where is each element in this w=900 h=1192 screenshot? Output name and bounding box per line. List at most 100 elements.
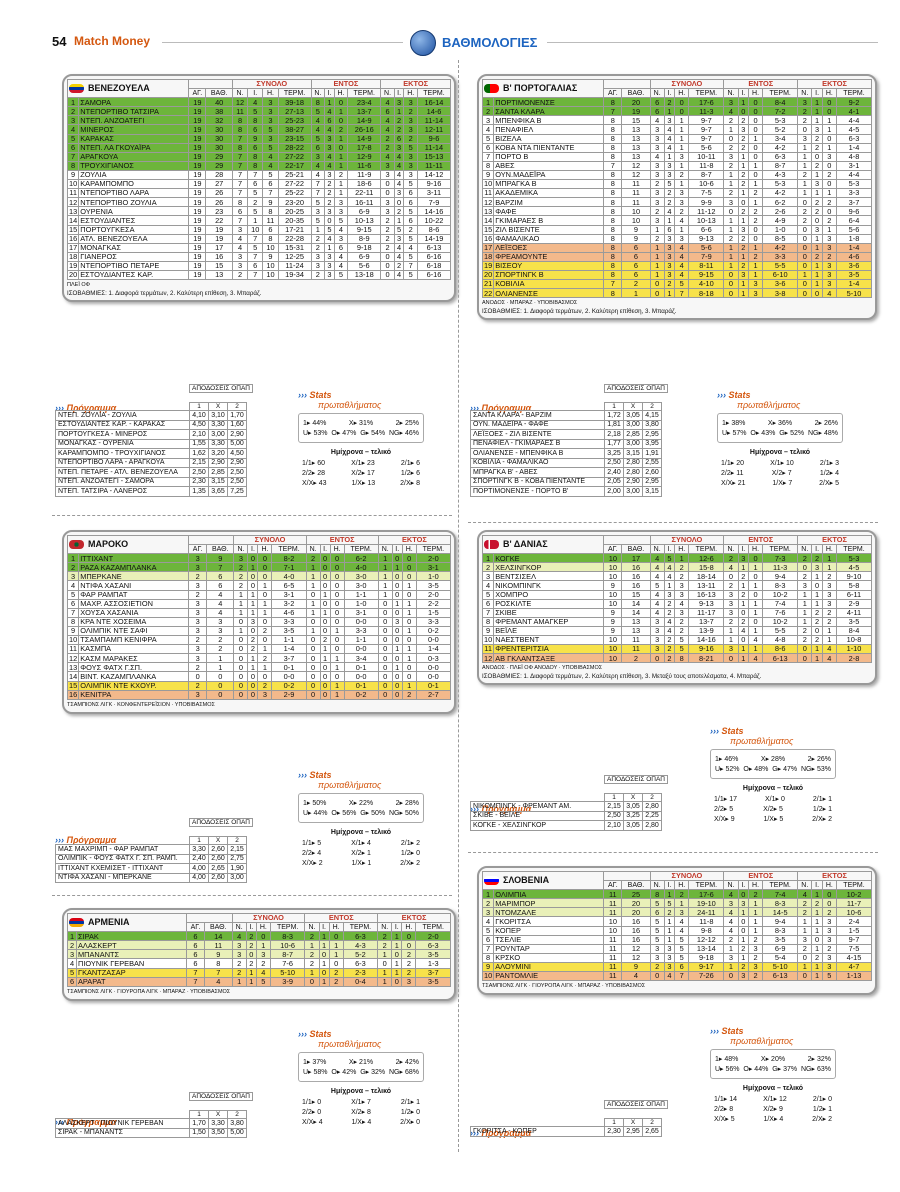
cell: 10 bbox=[603, 653, 623, 664]
cell: 0 bbox=[233, 635, 249, 646]
cell: 0 bbox=[329, 598, 345, 609]
odds-value: 1,70 bbox=[227, 410, 247, 421]
cell: 4 bbox=[649, 553, 665, 564]
odds-value: 4,00 bbox=[189, 872, 209, 883]
cell: 3 bbox=[821, 598, 838, 609]
group-header: ΣΥΝΟΛΟ bbox=[231, 78, 312, 90]
cell: 6 bbox=[247, 124, 264, 135]
team-name: ΤΣΑΜΠΑΜΠ ΚΕΝΙΦΡΑ bbox=[78, 635, 190, 646]
cell: 14 bbox=[621, 607, 651, 618]
odds-value: 1,77 bbox=[604, 438, 624, 449]
ht-ft-row: 2/2▸ 11 Χ/2▸ 7 1/2▸ 4 bbox=[721, 469, 839, 477]
team-name: ΒΙΖΕΛΑ bbox=[493, 133, 605, 144]
cell: 8-2 bbox=[271, 553, 307, 564]
table-row: 2 ΣΑΝΤΑ ΚΛΑΡΑ 7 19 6 1 0 11-3 4 0 0 7-2 2 1 0 4-1 bbox=[481, 106, 872, 117]
cell: 4 bbox=[393, 160, 405, 171]
cell: 4-2 bbox=[762, 242, 799, 253]
cell: 7 bbox=[203, 967, 233, 978]
cell: 0 bbox=[319, 598, 331, 609]
cell: 4 bbox=[649, 598, 665, 609]
cell: 3 bbox=[797, 97, 813, 108]
cell: 1 bbox=[401, 644, 417, 655]
cell: 10 bbox=[603, 644, 623, 655]
ht-ft-value: Χ/Χ▸ 5 bbox=[714, 1116, 735, 1123]
table-row: 1 ΚΟΓΚΕ 10 17 4 5 1 12-6 2 3 0 7-3 2 2 1 5-3 bbox=[481, 553, 872, 564]
group-header: ΣΥΝΟΛΟ bbox=[231, 912, 306, 924]
stat-value: Χ▸ 31% bbox=[348, 420, 374, 427]
match-row: ΣΠΟΡΤΙΝΓΚ Β - ΚΟΒΑ ΠΙΕΝΤΑΝΤΕ 2,05 2,90 2,95 bbox=[470, 476, 662, 487]
cell: 1-4 bbox=[836, 279, 872, 290]
cell: 1 bbox=[737, 580, 749, 591]
table-row: 1 ΠΟΡΤΙΜΟΝΕΝΣΕ 8 20 6 2 0 17-6 3 1 0 8-4 3 1 0 9-2 bbox=[481, 97, 872, 108]
stat-value: U▸ 56% bbox=[715, 1066, 740, 1073]
ht-ft-row: 1/1▸ 0 Χ/1▸ 7 2/1▸ 1 bbox=[302, 1098, 420, 1106]
cell: 4 bbox=[797, 889, 813, 900]
stats-block-armenia: ››› Stats πρωταθλήματος 1▸ 37% Χ▸ 21% 2▸ 42%… bbox=[298, 1030, 424, 1131]
match-row: ΟΥΝ. ΜΑΔΕΪΡΑ - ΦΑΦΕ 1,81 3,00 3,80 bbox=[470, 419, 662, 430]
cell: 5 bbox=[674, 943, 690, 954]
cell: 16 bbox=[621, 925, 651, 936]
odds-value: 2,95 bbox=[642, 429, 662, 440]
cell: 2 bbox=[821, 616, 838, 627]
cell: 1 bbox=[821, 553, 838, 564]
odds-value: 4,50 bbox=[227, 448, 247, 459]
league-title: ΑΡΜΕΝΙΑ bbox=[88, 917, 130, 928]
match-name: ΣΑΝΤΑ ΚΛΑΡΑ - ΒΑΡΖΙΜ bbox=[470, 410, 605, 421]
cell: 2 bbox=[821, 197, 838, 208]
odds-col: 2 bbox=[227, 1110, 247, 1119]
match-row: ΚΟΒΙΛΙΑ - ΦΑΜΑΛΙΚΑΟ 2,50 2,80 2,55 bbox=[470, 457, 662, 468]
cell: 0 bbox=[319, 625, 331, 637]
ht-ft-row: Χ/Χ▸ 2 1/Χ▸ 1 2/Χ▸ 2 bbox=[302, 859, 420, 867]
stat-value: 2▸ 25% bbox=[395, 420, 419, 427]
cell: 2 bbox=[233, 571, 249, 582]
match-name: ΟΥΝ. ΜΑΔΕΪΡΑ - ΦΑΦΕ bbox=[470, 419, 605, 430]
chevrons-icon: ››› bbox=[470, 403, 482, 413]
table-row: 10 ΜΠΡΑΓΚΑ Β 8 11 2 5 1 10-6 1 2 1 5-3 1 3 0 5-3 bbox=[481, 179, 872, 190]
cell: 2 bbox=[797, 106, 813, 117]
cell: 14-5 bbox=[762, 907, 799, 918]
cell: 12 bbox=[231, 97, 249, 108]
cell: 4-3 bbox=[762, 169, 799, 181]
cell: 10 bbox=[603, 635, 623, 646]
cell: 4 bbox=[723, 925, 739, 936]
cell: 0-3 bbox=[415, 653, 452, 664]
stat-value: NG▸ 63% bbox=[801, 1066, 831, 1073]
cell: 1 bbox=[319, 589, 331, 600]
table-row: 3 ΜΠΕΝΦΙΚΑ Β 8 15 4 3 1 9-7 2 2 0 5-3 2 1 1 4-4 bbox=[481, 115, 872, 126]
cell: 4 bbox=[481, 916, 495, 927]
stat-value: Χ▸ 22% bbox=[348, 800, 374, 807]
table-row: 20 ΣΠΟΡΤΙΝΓΚ Β 8 6 1 3 4 9-15 0 3 1 6-10 1 1 3 3-5 bbox=[481, 269, 872, 281]
section-divider bbox=[468, 852, 878, 853]
cell: 16 bbox=[205, 251, 233, 262]
cell: 1-4 bbox=[836, 142, 872, 153]
ht-ft-value: Χ/1▸ 4 bbox=[351, 840, 371, 847]
cell: 1 bbox=[305, 571, 321, 582]
cell: 5 bbox=[481, 133, 495, 144]
ht-ft-value: 2/1▸ 0 bbox=[812, 1096, 832, 1103]
cell: 0 bbox=[747, 571, 764, 582]
ht-ft-row: 2/2▸ 5 Χ/2▸ 5 1/2▸ 1 bbox=[714, 805, 832, 813]
cell: 1 bbox=[305, 562, 321, 573]
cell: 4-0 bbox=[271, 571, 307, 582]
cell: 2 bbox=[310, 233, 326, 244]
cell: 1 bbox=[401, 625, 417, 637]
cell: 3 bbox=[310, 251, 326, 262]
cell: 3 bbox=[737, 269, 749, 281]
cell: 2 bbox=[674, 562, 690, 573]
cell: 3 bbox=[481, 571, 495, 582]
table-row: 1 ΣΑΜΟΡΑ 19 40 12 4 3 39-18 8 1 0 23-4 4 3 3 16-14 bbox=[66, 97, 452, 108]
cell: 1 bbox=[723, 961, 739, 973]
cell: 0-2 bbox=[415, 625, 452, 637]
ht-ft-box: Ημίχρονα – τελικό 1/1▸ 0 Χ/1▸ 7 2/1▸ 1 2/2▸ … bbox=[298, 1082, 424, 1131]
ht-ft-value: Χ/2▸ 5 bbox=[763, 806, 783, 813]
cell: 3 bbox=[188, 644, 208, 655]
cell: 2 bbox=[797, 215, 813, 226]
team-name: ΧΕΛΣΙΝΓΚΟΡ bbox=[493, 562, 605, 573]
table-row: 7 ΡΟΥΝΤΑΡ 11 12 3 3 5 13-14 1 2 3 6-9 2 1 2 7-5 bbox=[481, 943, 872, 954]
cell: 12-9 bbox=[347, 151, 382, 162]
team-name: ΣΑΜΟΡΑ bbox=[78, 97, 190, 108]
table-row: 14 ΓΚΙΜΑΡΑΕΣ Β 8 10 3 1 4 10-13 1 1 2 4-9 2 0 2 6-4 bbox=[481, 215, 872, 226]
match-name: ΝΤΙΦΑ ΧΑΣΑΝΙ - ΜΠΕΡΚΑΝΕ bbox=[55, 872, 190, 883]
country-flag-icon bbox=[69, 918, 84, 928]
cell: 2-6 bbox=[762, 206, 799, 217]
